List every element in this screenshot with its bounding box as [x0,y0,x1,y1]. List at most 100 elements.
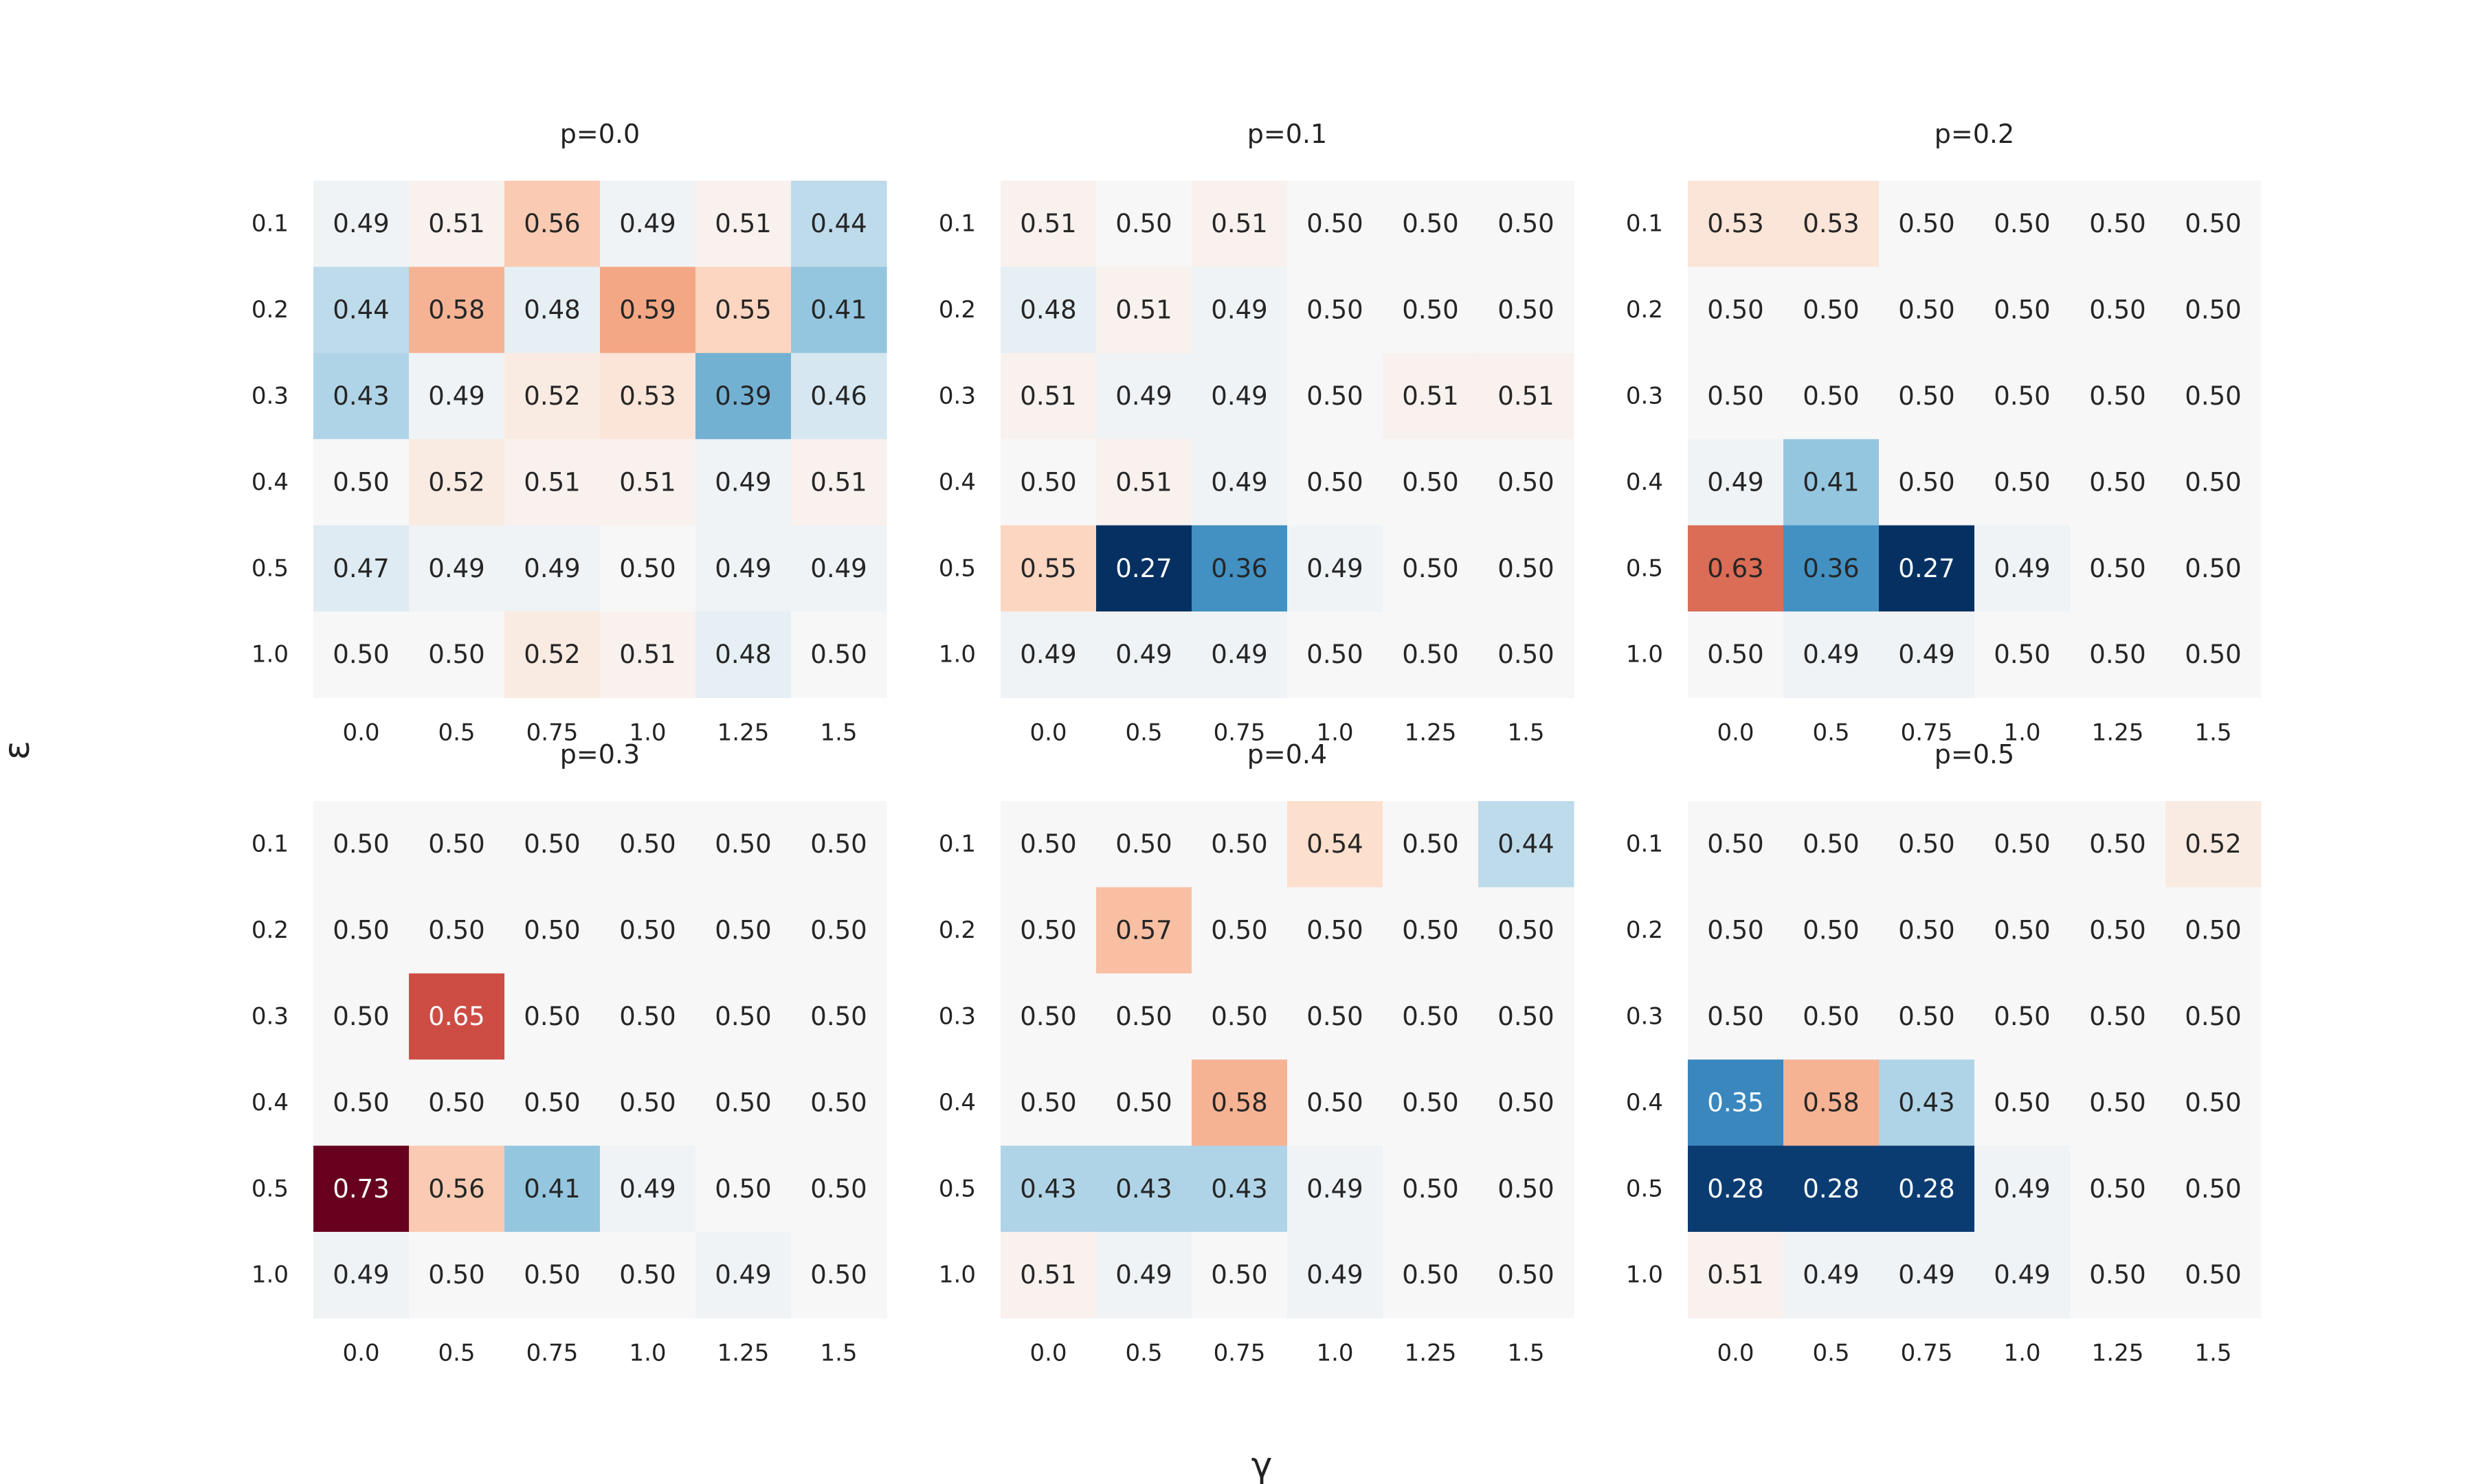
heatmap-cell [409,525,505,612]
heatmap-cell [1688,801,1784,888]
panel-title: p=0.1 [1247,119,1327,149]
cell-value-label: 0.50 [1402,1088,1458,1117]
heatmap-cell [409,1232,505,1318]
x-tick-label: 0.0 [1717,719,1754,746]
heatmap-cell [1383,887,1479,974]
heatmap-cell [313,181,410,267]
y-tick-label: 0.5 [939,554,976,582]
heatmap-cell [1192,181,1288,267]
cell-value-label: 0.50 [428,1088,484,1117]
heatmap-cell [504,887,601,974]
heatmap-cell [1383,439,1479,526]
heatmap-cell [1688,887,1784,974]
cell-value-label: 0.50 [1803,1002,1859,1031]
cell-value-label: 0.36 [1211,554,1267,583]
cell-value-label: 0.50 [1497,209,1554,238]
x-tick-label: 0.0 [1029,1339,1067,1367]
cell-value-label: 0.50 [1497,554,1554,583]
cell-value-label: 0.49 [1306,554,1363,583]
cell-value-label: 0.43 [1898,1088,1954,1117]
cell-value-label: 0.50 [2089,209,2146,238]
heatmap-cell [1001,267,1097,354]
cell-value-label: 0.50 [428,640,484,669]
x-tick-label: 0.5 [1812,1339,1849,1367]
heatmap-cell [1001,1059,1097,1147]
heatmap-cell [695,1059,792,1147]
cell-value-label: 0.48 [1020,295,1076,325]
heatmap-cell [1478,1232,1574,1318]
y-tick-label: 0.1 [252,831,289,858]
cell-value-label: 0.27 [1898,554,1954,583]
heatmap-cell [695,801,792,888]
cell-value-label: 0.50 [1898,1002,1954,1031]
cell-value-label: 0.46 [810,381,867,411]
cell-value-label: 0.50 [1402,554,1458,583]
heatmap-cell [1383,801,1479,888]
heatmap-cell [600,439,696,526]
panel-title: p=0.5 [1935,739,2014,769]
heatmap-cell [1478,611,1574,698]
heatmap-cell [695,181,792,267]
heatmap-panel-4: p=0.4 0.50 0.50 0.50 0.54 0.50 0.44 0.50 0.57 0.5… [939,739,1574,1367]
heatmap-cell [2165,801,2262,888]
cell-value-label: 0.47 [333,554,389,583]
cell-value-label: 0.50 [333,1002,389,1031]
cell-value-label: 0.51 [1497,381,1554,411]
cell-value-label: 0.49 [1898,1260,1954,1290]
heatmap-cell [2165,1059,2262,1147]
heatmap-cell [1096,973,1192,1060]
cell-value-label: 0.43 [333,381,389,411]
cell-value-label: 0.50 [1402,1174,1458,1204]
heatmap-cell [1879,1059,1975,1147]
cell-value-label: 0.49 [1707,467,1763,497]
cell-value-label: 0.50 [1994,295,2050,325]
heatmap-cell [1688,1059,1784,1147]
heatmap-cell [1287,525,1383,612]
heatmap-cell [1192,352,1288,440]
cell-value-label: 0.50 [619,1088,676,1117]
heatmap-cell [2070,439,2166,526]
cell-value-label: 0.50 [2185,640,2241,669]
cell-value-label: 0.50 [1707,1002,1763,1031]
cell-value-label: 0.50 [1402,640,1458,669]
heatmap-cell [791,611,887,698]
heatmap-cell [1879,1232,1975,1318]
x-tick-label: 0.5 [1812,719,1849,746]
cell-value-label: 0.50 [810,1260,867,1290]
heatmap-cell [1192,267,1288,354]
heatmap-cell [504,801,601,888]
cell-value-label: 0.58 [428,295,484,325]
heatmap-cell [504,1232,601,1318]
heatmap-cell [313,267,410,354]
cell-value-label: 0.50 [428,1260,484,1290]
y-tick-label: 0.1 [939,831,976,858]
cell-value-label: 0.51 [1020,209,1076,238]
heatmap-cell [1192,525,1288,612]
x-tick-label: 1.0 [629,1339,666,1367]
heatmap-cell [1383,267,1479,354]
y-tick-label: 0.1 [939,210,976,238]
heatmap-cell [1287,887,1383,974]
heatmap-cell [695,887,792,974]
cell-value-label: 0.50 [1402,1002,1458,1031]
x-tick-label: 0.75 [1214,1339,1266,1367]
heatmap-cell [1096,525,1192,612]
heatmap-cell [695,352,792,440]
heatmap-cell [600,1232,696,1318]
heatmap-cell [1688,439,1784,526]
heatmap-cell [1974,1232,2071,1318]
y-tick-label: 0.4 [1626,469,1663,496]
cell-value-label: 0.50 [1402,467,1458,497]
heatmap-cell [1096,1145,1192,1233]
heatmap-cell [600,801,696,888]
heatmap-cell [791,801,887,888]
cell-value-label: 0.50 [524,1002,580,1031]
cell-value-label: 0.50 [1497,916,1554,945]
heatmap-cell [1783,181,1880,267]
cell-value-label: 0.49 [715,467,771,497]
heatmap-cell [1096,352,1192,440]
cell-value-label: 0.50 [1020,1088,1076,1117]
heatmap-cell [1001,801,1097,888]
cell-value-label: 0.49 [1115,1260,1172,1290]
